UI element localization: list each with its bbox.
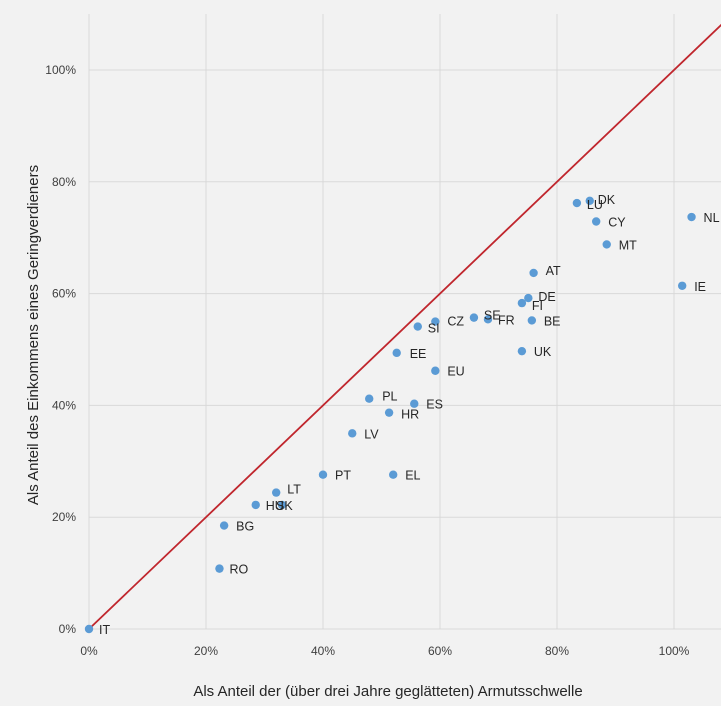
data-label: LU: [587, 198, 603, 212]
data-point: [483, 315, 493, 324]
data-label: ES: [426, 398, 443, 412]
data-point: [591, 217, 601, 226]
x-tick-label: 60%: [428, 644, 452, 658]
data-label: RO: [229, 563, 248, 577]
data-label: FI: [532, 299, 543, 313]
x-axis-label: Als Anteil der (über drei Jahre geglätte…: [193, 683, 582, 700]
data-point: [272, 488, 281, 497]
data-point: [527, 316, 537, 325]
data-point: [585, 196, 594, 206]
data-label: MT: [619, 238, 637, 252]
data-label: IT: [99, 623, 110, 637]
data-label: UK: [534, 345, 552, 359]
x-tick-label: 40%: [311, 644, 335, 658]
data-label: CZ: [447, 315, 464, 329]
data-label: SE: [484, 309, 501, 323]
data-point: [413, 322, 422, 331]
data-label: FR: [498, 313, 515, 327]
data-point: [677, 281, 687, 290]
data-label: LT: [287, 483, 301, 497]
x-tick-label: 100%: [659, 644, 690, 658]
data-label: PT: [335, 469, 351, 483]
data-point: [84, 624, 94, 634]
data-point: [318, 470, 328, 479]
y-tick-label: 80%: [52, 175, 76, 189]
data-label: BG: [236, 520, 254, 534]
y-axis-label: Als Anteil des Einkommens eines Geringve…: [25, 165, 42, 505]
data-point: [389, 470, 398, 479]
y-tick-label: 60%: [52, 287, 76, 301]
x-tick-label: 0%: [80, 644, 98, 658]
data-label: SI: [428, 322, 440, 336]
data-point: [524, 293, 533, 303]
data-label: BE: [544, 314, 561, 328]
data-point: [469, 313, 479, 322]
gridlines: [88, 14, 721, 630]
data-label: DE: [538, 290, 555, 304]
data-label: NL: [704, 211, 720, 225]
data-label: PL: [382, 390, 397, 404]
y-tick-label: 0%: [59, 622, 77, 636]
data-point: [219, 521, 229, 530]
data-point: [517, 346, 527, 356]
reference-line: [88, 23, 721, 630]
data-point: [392, 348, 401, 358]
y-tick-label: 100%: [45, 63, 76, 77]
x-tick-label: 80%: [545, 644, 569, 658]
y-axis-ticks: 0% 20% 40% 60% 80% 100%: [45, 63, 76, 636]
data-label: IE: [694, 280, 706, 294]
data-point: [529, 268, 538, 278]
data-label: DK: [598, 193, 616, 207]
y-tick-label: 40%: [52, 398, 76, 412]
data-point: [602, 240, 611, 249]
data-point: [277, 500, 287, 510]
data-label: EU: [447, 365, 464, 379]
data-point: [251, 500, 260, 510]
data-point: [410, 399, 419, 408]
data-label: SK: [276, 499, 293, 513]
data-label: HU: [266, 499, 284, 513]
data-point: [384, 408, 394, 417]
x-tick-label: 20%: [194, 644, 218, 658]
data-point: [687, 212, 696, 222]
data-points: [84, 196, 696, 634]
data-label: HR: [401, 408, 419, 422]
data-point: [572, 198, 582, 208]
y-tick-label: 20%: [52, 510, 76, 524]
data-point: [431, 366, 440, 375]
x-axis-ticks: 0% 20% 40% 60% 80% 100%: [80, 644, 689, 658]
data-label: LV: [364, 427, 379, 441]
data-label: CY: [608, 215, 626, 229]
data-label: AT: [546, 264, 561, 278]
data-point: [348, 429, 357, 438]
data-point: [215, 564, 224, 573]
data-point: [431, 317, 440, 326]
data-point: [365, 394, 374, 403]
data-point: [517, 298, 527, 308]
data-label: EE: [410, 347, 427, 361]
data-label: EL: [405, 469, 420, 483]
